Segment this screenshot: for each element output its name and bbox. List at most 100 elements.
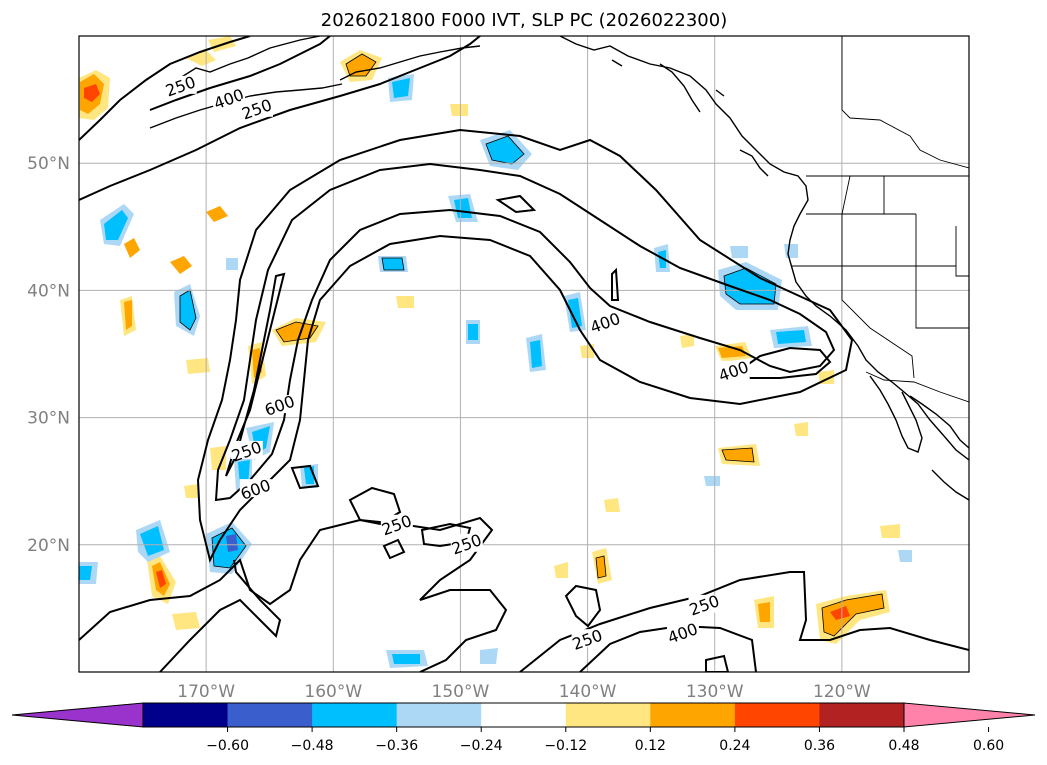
baja-california-coast	[869, 375, 969, 453]
contour-label-bg	[571, 629, 604, 648]
alaska-peninsula-coast	[149, 36, 481, 129]
lon-tick-label: 130°W	[686, 682, 744, 702]
colorbar-tick-label: −0.60	[206, 738, 249, 754]
contour-250-south-2	[159, 559, 282, 672]
contour-250-northwest	[79, 36, 481, 201]
contour-250-island-c	[382, 538, 406, 560]
colorbar-tick-label: 0.36	[804, 738, 835, 754]
lat-tick-label: 40°N	[27, 281, 70, 301]
ivt-positive-area	[156, 570, 166, 588]
colorbar	[11, 702, 1036, 728]
ivt-negative-area	[79, 566, 92, 580]
contour-600-main	[225, 272, 286, 477]
colorbar-frame	[142, 702, 905, 728]
colorbar-tick-label: 0.24	[719, 738, 750, 754]
contour-400-main	[214, 162, 836, 502]
contour-label-bg	[666, 622, 699, 641]
contour-250-south-loop	[564, 584, 602, 628]
ivt-positive-area	[184, 484, 198, 498]
ivt-positive-area	[396, 296, 414, 308]
ivt-positive-area	[680, 334, 694, 348]
colorbar-segment	[396, 703, 482, 727]
map-gridlines	[79, 36, 969, 672]
contour-label-bg	[239, 479, 272, 498]
lon-tick-label: 120°W	[813, 682, 871, 702]
colorbar-extend-high	[903, 702, 1036, 728]
us-state-borders	[792, 175, 969, 379]
ivt-positive-area	[822, 594, 884, 636]
coastlines-and-borders	[149, 36, 969, 501]
contour-400-northwest	[149, 36, 331, 111]
us-mexico-border	[865, 371, 969, 403]
colorbar-segment	[481, 703, 567, 727]
ivt-negative-area	[704, 476, 720, 486]
ivt-positive-area	[554, 562, 568, 578]
colorbar-tick-label: 0.48	[888, 738, 919, 754]
ivt-positive-area	[124, 300, 132, 330]
contour-250-northwest-upper	[79, 36, 251, 141]
ivt-positive-area	[124, 238, 140, 258]
colorbar-segment	[312, 703, 398, 727]
ivt-negative-area	[480, 648, 498, 664]
lat-tick-label: 30°N	[27, 409, 70, 429]
colorbar-tick-label: −0.24	[460, 738, 503, 754]
ivt-negative-area	[724, 268, 776, 304]
ivt-negative-area	[140, 526, 164, 556]
ivt-negative-area	[776, 330, 806, 344]
lon-tick-label: 160°W	[304, 682, 362, 702]
colorbar-tick-label: −0.36	[375, 738, 418, 754]
colorbar-extend-low	[11, 702, 144, 728]
colorbar-tick-label: 0.60	[973, 738, 1004, 754]
longitude-labels: 170°W 160°W 150°W 140°W 130°W 120°W	[177, 682, 871, 702]
lon-tick-label: 140°W	[559, 682, 617, 702]
contour-label-bg	[164, 75, 197, 94]
colorbar-segment	[819, 703, 905, 727]
ivt-negative-area	[486, 136, 524, 164]
colorbar-segment	[734, 703, 820, 727]
ivt-positive-area	[206, 206, 228, 222]
contour-lines	[79, 36, 969, 672]
colorbar-segment	[650, 703, 736, 727]
colorbar-tick-label: 0.12	[635, 738, 666, 754]
contour-400-east	[738, 346, 832, 379]
contour-250-south	[79, 516, 508, 672]
ivt-positive-area	[450, 104, 468, 116]
ivt-negative-area	[530, 340, 542, 368]
mexico-west-coast	[931, 469, 969, 501]
ivt-positive-area	[186, 358, 210, 374]
lon-tick-label: 170°W	[177, 682, 235, 702]
contour-label-bg	[213, 88, 246, 107]
canada-interior	[841, 36, 969, 169]
ivt-positive-area	[210, 446, 226, 470]
contour-250-small-loop	[495, 194, 537, 214]
contour-250-east	[519, 571, 969, 672]
ivt-negative-area	[104, 210, 128, 240]
ivt-positive-area	[186, 50, 216, 66]
latitude-labels: 20°N 30°N 40°N 50°N	[27, 154, 70, 556]
ivt-positive-area	[758, 602, 770, 622]
contour-label-bg	[241, 98, 273, 117]
chart-title: 2026021800 F000 IVT, SLP PC (2026022300)	[321, 10, 727, 31]
ivt-negative-area	[898, 550, 912, 562]
contour-label-bg	[589, 312, 622, 331]
colorbar-segment	[143, 703, 229, 727]
contour-label-bg	[230, 440, 263, 459]
ivt-negative-area	[226, 258, 238, 270]
ivt-negative-area	[226, 534, 238, 552]
colorbar-segment	[565, 703, 651, 727]
ivt-positive-area	[722, 448, 754, 462]
ivt-positive-area	[830, 606, 850, 620]
contour-250-island-d	[290, 464, 320, 490]
ivt-positive-area	[84, 84, 100, 102]
lon-tick-label: 150°W	[432, 682, 490, 702]
contour-400-small-loop	[705, 654, 730, 672]
contour-250-main	[196, 128, 854, 563]
ivt-negative-area	[382, 258, 404, 270]
ivt-negative-area	[730, 246, 748, 258]
ivt-negative-area	[784, 244, 798, 258]
ivt-positive-area	[604, 498, 620, 512]
ivt-positive-area	[794, 422, 808, 436]
